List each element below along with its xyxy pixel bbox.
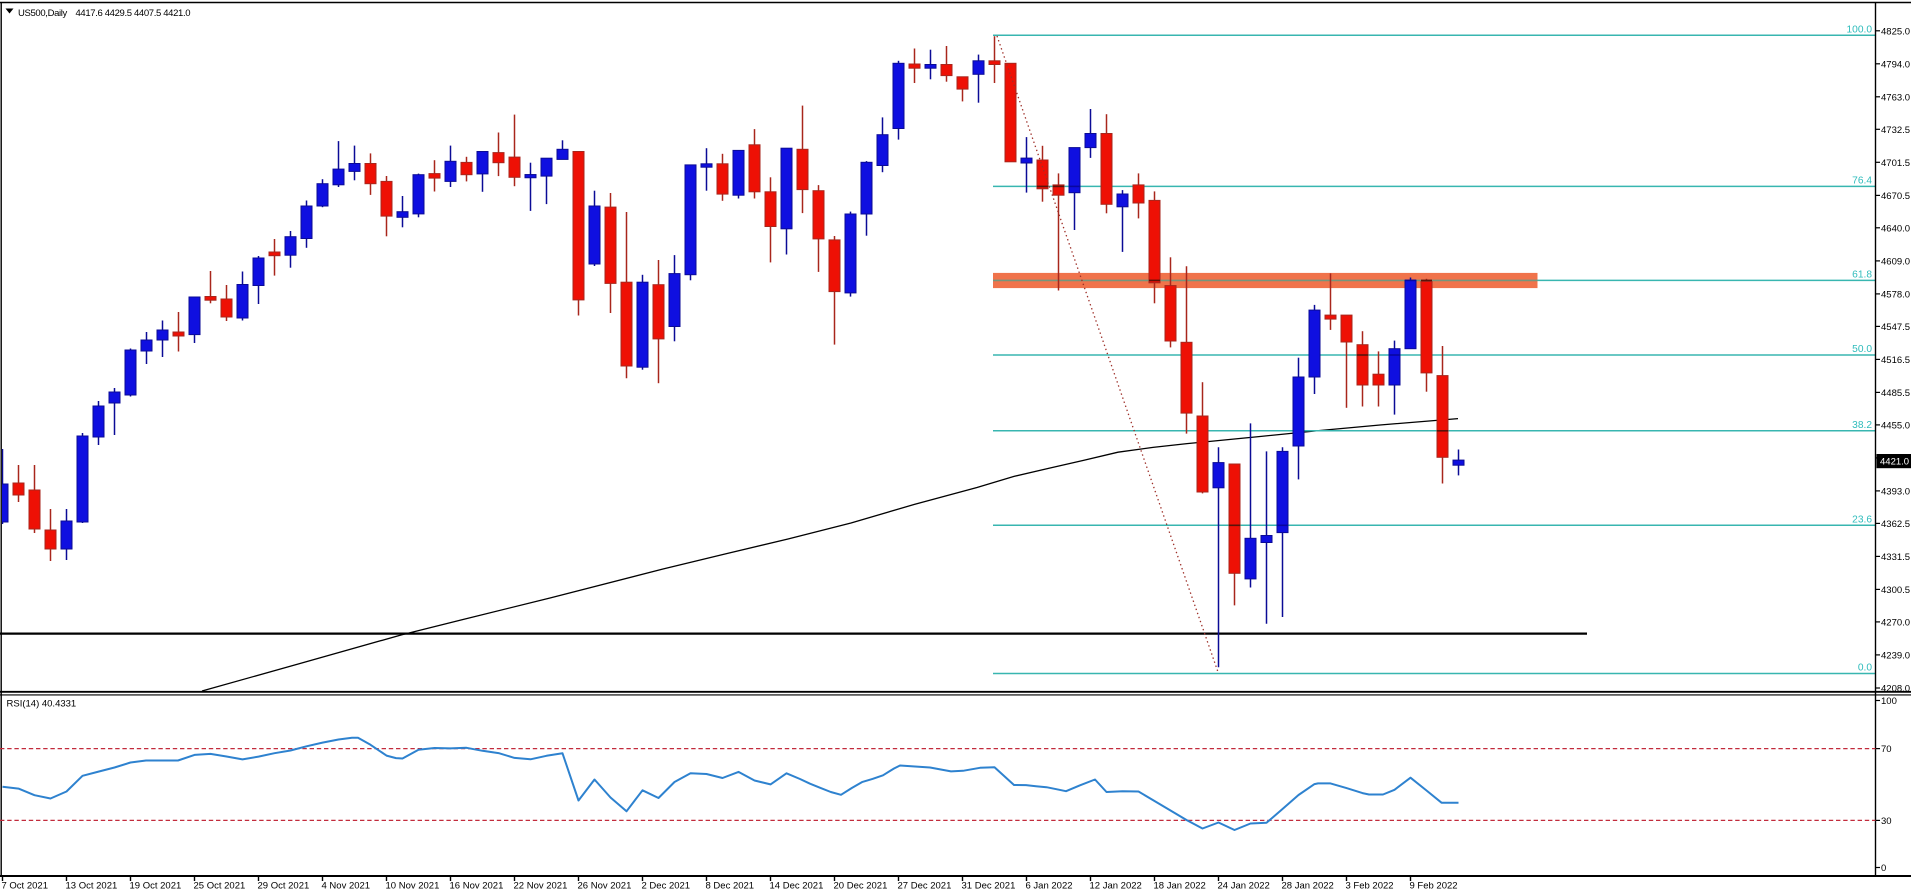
svg-text:24 Jan 2022: 24 Jan 2022 <box>1218 881 1270 892</box>
svg-text:4208.0: 4208.0 <box>1881 684 1910 695</box>
svg-text:4417.6 4429.5 4407.5 4421.0: 4417.6 4429.5 4407.5 4421.0 <box>76 8 191 19</box>
svg-text:4609.0: 4609.0 <box>1881 256 1910 267</box>
svg-text:30: 30 <box>1881 816 1892 827</box>
svg-text:16 Nov 2021: 16 Nov 2021 <box>450 881 504 892</box>
svg-text:4421.0: 4421.0 <box>1880 457 1909 468</box>
svg-text:10 Nov 2021: 10 Nov 2021 <box>386 881 440 892</box>
svg-text:20 Dec 2021: 20 Dec 2021 <box>834 881 888 892</box>
svg-text:US500,Daily: US500,Daily <box>18 8 68 19</box>
svg-text:4393.0: 4393.0 <box>1881 486 1910 497</box>
svg-text:4640.0: 4640.0 <box>1881 223 1910 234</box>
svg-text:6 Jan 2022: 6 Jan 2022 <box>1026 881 1073 892</box>
svg-text:4270.0: 4270.0 <box>1881 617 1910 628</box>
svg-text:7 Oct 2021: 7 Oct 2021 <box>2 881 48 892</box>
svg-text:4732.5: 4732.5 <box>1881 125 1910 136</box>
svg-text:28 Jan 2022: 28 Jan 2022 <box>1282 881 1334 892</box>
svg-text:31 Dec 2021: 31 Dec 2021 <box>962 881 1016 892</box>
svg-text:70: 70 <box>1881 744 1892 755</box>
svg-text:100: 100 <box>1881 696 1897 707</box>
svg-text:RSI(14) 40.4331: RSI(14) 40.4331 <box>7 699 77 710</box>
svg-text:4 Nov 2021: 4 Nov 2021 <box>322 881 371 892</box>
svg-text:25 Oct 2021: 25 Oct 2021 <box>194 881 246 892</box>
svg-text:4300.5: 4300.5 <box>1881 585 1910 596</box>
svg-text:100.0: 100.0 <box>1847 25 1873 36</box>
svg-text:29 Oct 2021: 29 Oct 2021 <box>258 881 310 892</box>
svg-text:26 Nov 2021: 26 Nov 2021 <box>578 881 632 892</box>
svg-text:76.4: 76.4 <box>1852 176 1872 187</box>
svg-text:4547.5: 4547.5 <box>1881 322 1910 333</box>
svg-text:13 Oct 2021: 13 Oct 2021 <box>66 881 118 892</box>
svg-text:14 Dec 2021: 14 Dec 2021 <box>770 881 824 892</box>
svg-text:2 Dec 2021: 2 Dec 2021 <box>642 881 691 892</box>
svg-text:38.2: 38.2 <box>1852 420 1872 431</box>
svg-text:23.6: 23.6 <box>1852 515 1872 526</box>
svg-text:9 Feb 2022: 9 Feb 2022 <box>1410 881 1458 892</box>
svg-text:4331.5: 4331.5 <box>1881 552 1910 563</box>
svg-text:4485.5: 4485.5 <box>1881 388 1910 399</box>
svg-text:0.0: 0.0 <box>1858 663 1872 674</box>
svg-text:8 Dec 2021: 8 Dec 2021 <box>706 881 755 892</box>
svg-text:18 Jan 2022: 18 Jan 2022 <box>1154 881 1206 892</box>
svg-text:4794.0: 4794.0 <box>1881 59 1910 70</box>
svg-text:0: 0 <box>1881 863 1886 874</box>
svg-text:22 Nov 2021: 22 Nov 2021 <box>514 881 568 892</box>
svg-text:4239.0: 4239.0 <box>1881 650 1910 661</box>
svg-text:3 Feb 2022: 3 Feb 2022 <box>1346 881 1394 892</box>
svg-text:12 Jan 2022: 12 Jan 2022 <box>1090 881 1142 892</box>
svg-text:27 Dec 2021: 27 Dec 2021 <box>898 881 952 892</box>
svg-text:4455.0: 4455.0 <box>1881 420 1910 431</box>
svg-text:4701.5: 4701.5 <box>1881 158 1910 169</box>
svg-text:19 Oct 2021: 19 Oct 2021 <box>130 881 182 892</box>
svg-text:4670.5: 4670.5 <box>1881 191 1910 202</box>
svg-text:4578.0: 4578.0 <box>1881 289 1910 300</box>
svg-text:4362.5: 4362.5 <box>1881 519 1910 530</box>
svg-text:4763.0: 4763.0 <box>1881 92 1910 103</box>
svg-text:4516.5: 4516.5 <box>1881 355 1910 366</box>
svg-text:61.8: 61.8 <box>1852 270 1872 281</box>
svg-text:4825.0: 4825.0 <box>1881 26 1910 37</box>
svg-text:50.0: 50.0 <box>1852 344 1872 355</box>
